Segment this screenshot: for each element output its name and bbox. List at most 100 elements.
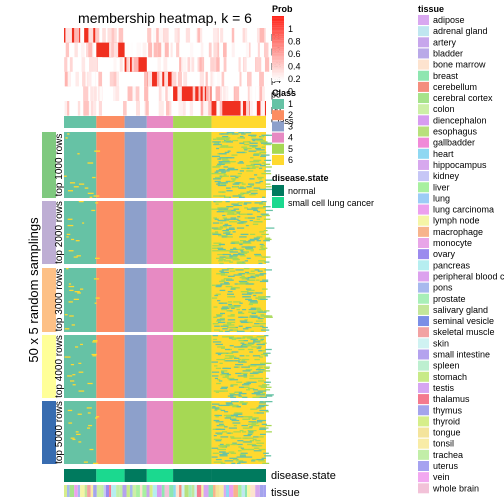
heatmap-cell xyxy=(238,182,244,184)
heatmap-cell xyxy=(260,353,268,356)
heatmap-cell xyxy=(251,138,261,140)
prob-cell xyxy=(158,101,164,116)
heatmap-cell xyxy=(238,316,244,318)
chart-title: membership heatmap, k = 6 xyxy=(78,10,252,26)
heatmap-cell xyxy=(215,257,224,259)
prob-cell xyxy=(92,57,98,72)
heatmap-cell xyxy=(228,303,232,306)
heatmap-cell xyxy=(221,404,230,407)
heatmap-cell xyxy=(249,351,254,353)
heatmap-cell xyxy=(68,301,73,303)
prob-legend-swatch xyxy=(272,49,284,52)
tissue-legend-swatch xyxy=(418,37,429,48)
heatmap-cell xyxy=(256,308,262,311)
heatmap-cell xyxy=(255,279,260,281)
heatmap-cell xyxy=(242,296,250,298)
heatmap-cell xyxy=(234,360,240,362)
heatmap-cell xyxy=(231,133,239,135)
prob-cell xyxy=(170,42,173,58)
heatmap-cell xyxy=(86,407,92,409)
heatmap-cell xyxy=(212,245,221,247)
heatmap-cell xyxy=(239,453,246,456)
heatmap-cell xyxy=(230,288,236,290)
heatmap-cell xyxy=(258,311,267,313)
tissue-cell xyxy=(175,485,180,497)
heatmap-cell xyxy=(243,241,251,243)
heatmap-cell xyxy=(250,163,254,165)
prob-legend-swatch xyxy=(272,29,284,31)
heatmap-cell xyxy=(235,248,245,251)
tissue-legend-label: tongue xyxy=(433,428,461,438)
heatmap-cell xyxy=(256,407,262,409)
heatmap-cell xyxy=(215,352,224,354)
heatmap-cell xyxy=(263,188,273,191)
prob-cell xyxy=(216,57,220,72)
heatmap-cell xyxy=(264,335,269,337)
heatmap-cell xyxy=(258,404,267,407)
tissue-legend-swatch xyxy=(418,249,429,260)
heatmap-cell xyxy=(74,291,80,293)
heatmap-cell xyxy=(253,153,262,155)
heatmap-cell xyxy=(256,216,262,218)
heatmap-cell xyxy=(211,361,219,363)
prob-cell xyxy=(64,71,69,87)
prob-cell xyxy=(111,28,115,43)
heatmap-cell xyxy=(239,186,244,188)
heatmap-cell xyxy=(249,337,257,339)
heatmap-cell xyxy=(219,195,225,197)
heatmap-cell xyxy=(237,363,244,366)
tissue-legend-label: skin xyxy=(433,338,449,348)
heatmap-cell xyxy=(230,384,238,386)
heatmap-cell xyxy=(246,337,252,339)
heatmap-cell xyxy=(228,451,235,453)
prob-cell xyxy=(88,42,93,58)
heatmap-cell xyxy=(236,330,245,332)
heatmap-cell xyxy=(227,395,234,397)
heatmap-cell xyxy=(238,194,244,196)
heatmap-cell xyxy=(255,182,261,184)
heatmap-cell xyxy=(265,179,274,181)
heatmap-cell xyxy=(244,192,249,195)
heatmap-cell xyxy=(229,306,238,308)
heatmap-cell xyxy=(259,402,266,404)
tissue-cell xyxy=(122,485,127,497)
tissue-legend-swatch xyxy=(418,338,429,349)
tissue-legend-label: monocyte xyxy=(433,238,472,248)
heatmap-cell xyxy=(217,379,221,381)
heatmap-cell xyxy=(238,340,244,342)
class-annotation-cell xyxy=(64,116,97,128)
heatmap-cell xyxy=(232,406,239,408)
heatmap-cell xyxy=(225,219,230,222)
prob-cell xyxy=(223,42,227,58)
heatmap-cell xyxy=(215,170,225,172)
tissue-legend-swatch xyxy=(418,416,429,427)
heatmap-cell xyxy=(231,178,237,180)
heatmap-cell xyxy=(242,328,249,330)
heatmap-cell xyxy=(243,441,252,443)
heatmap-cell xyxy=(214,409,218,412)
heatmap-cell xyxy=(146,132,174,198)
heatmap-cell xyxy=(264,269,273,271)
prob-cell xyxy=(134,57,139,72)
heatmap-cell xyxy=(256,445,263,447)
heatmap-cell xyxy=(249,426,253,428)
prob-cell xyxy=(163,57,168,72)
heatmap-cell xyxy=(220,387,224,390)
heatmap-cell xyxy=(255,237,260,239)
prob-cell xyxy=(113,57,117,72)
prob-cell xyxy=(82,71,85,87)
tissue-legend-swatch xyxy=(418,215,429,226)
tissue-legend-label: adipose xyxy=(433,15,465,25)
prob-cell xyxy=(181,101,186,116)
heatmap-cell xyxy=(96,132,125,198)
heatmap-cell xyxy=(233,357,240,359)
prob-cell xyxy=(249,86,253,101)
heatmap-cell xyxy=(248,308,257,311)
heatmap-cell xyxy=(262,213,269,215)
heatmap-cell xyxy=(73,186,79,188)
heatmap-cell xyxy=(262,162,266,164)
heatmap-cell xyxy=(70,363,75,366)
tissue-legend-label: lymph node xyxy=(433,216,480,226)
prob-legend-swatch xyxy=(272,27,284,30)
